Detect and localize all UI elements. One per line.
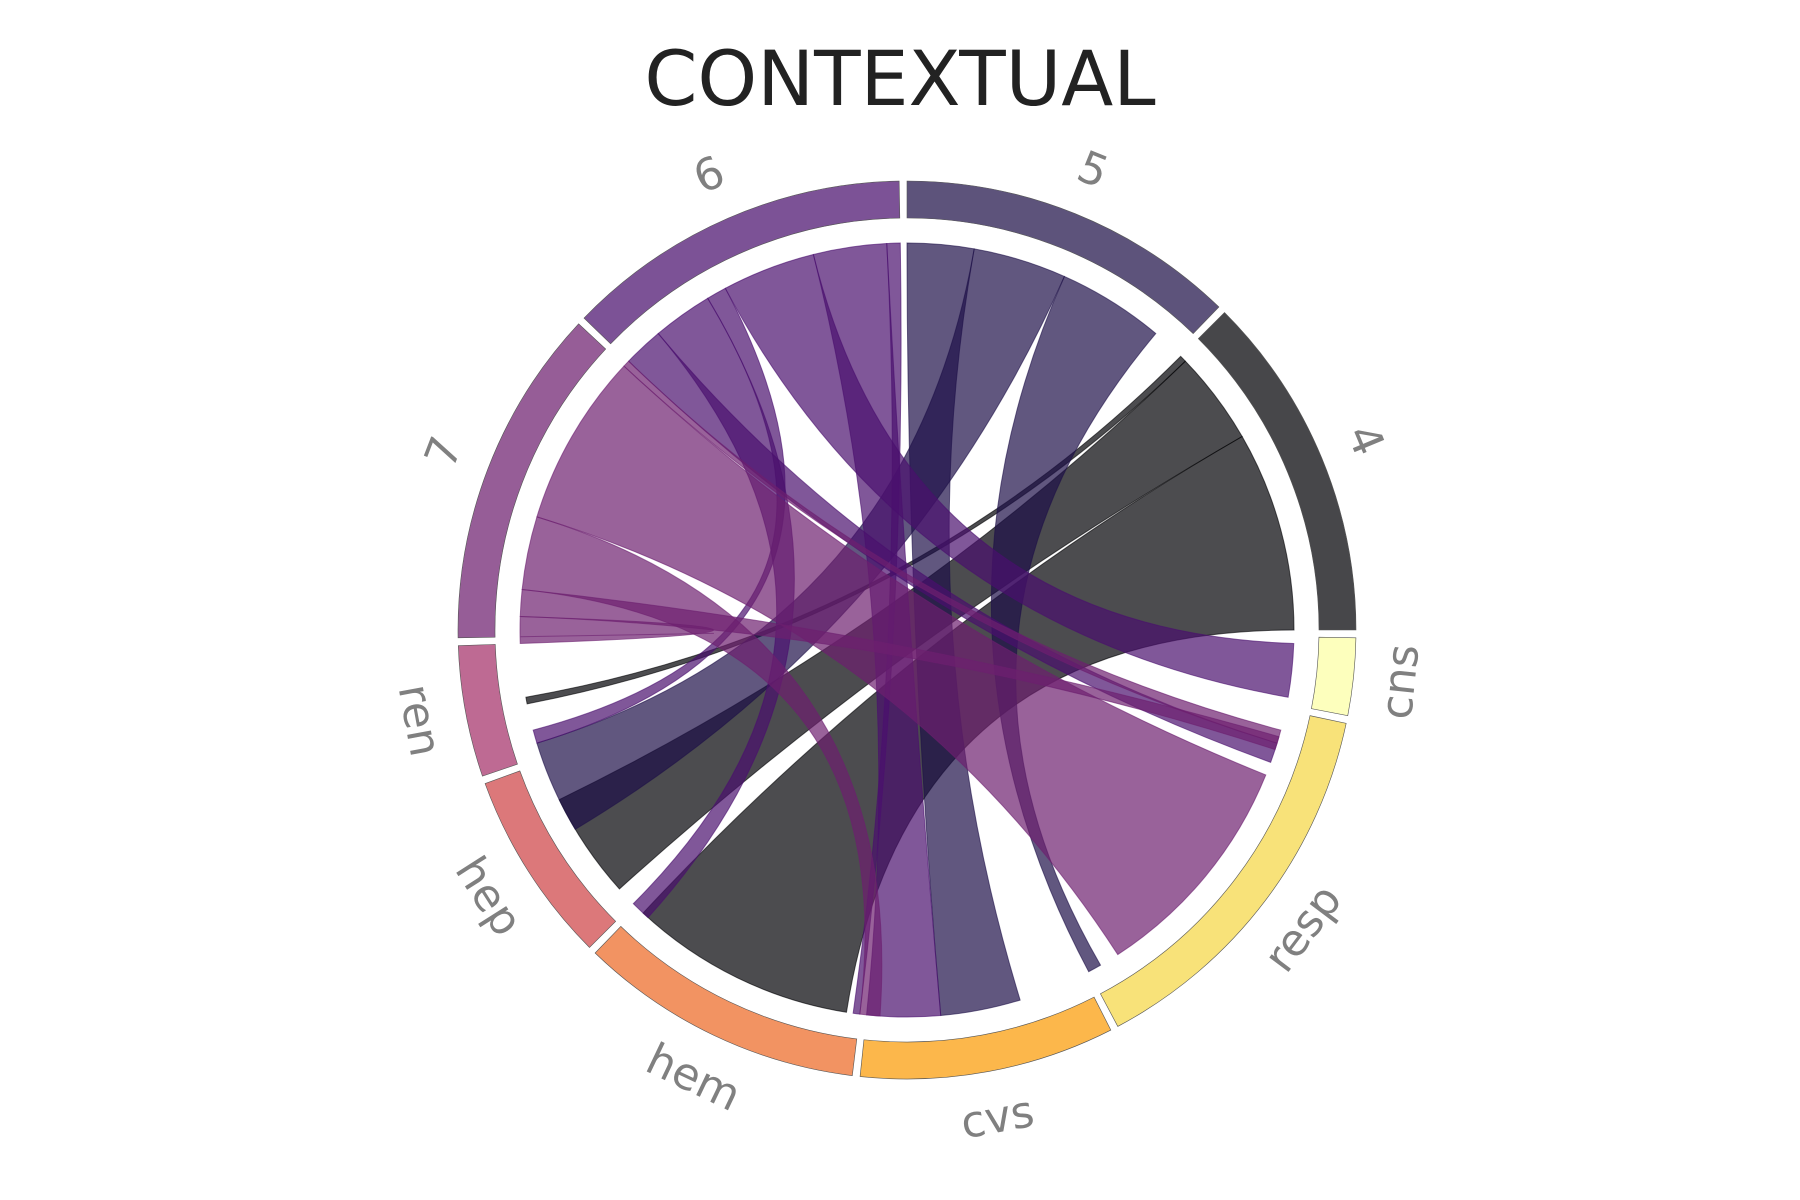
segment-label-hem: hem [638, 1034, 748, 1122]
chart-title: CONTEXTUAL [644, 34, 1155, 123]
segment-label-hep: hep [445, 848, 533, 945]
arc-layer [457, 180, 1357, 1080]
segment-arc-resp [1100, 715, 1347, 1027]
segment-label-cns: cns [1371, 642, 1430, 722]
segment-arc-6 [583, 180, 901, 345]
segment-label-ren: ren [388, 680, 451, 760]
segment-arc-ren [457, 644, 518, 777]
ribbon-6-resp [724, 253, 1295, 698]
segment-arc-4 [1197, 312, 1357, 631]
ribbon-layer [519, 242, 1295, 1018]
segment-label-7: 7 [415, 430, 473, 474]
ribbon-7-ren [519, 615, 714, 645]
segment-label-5: 5 [1070, 141, 1115, 199]
segment-arc-hem [594, 925, 858, 1076]
segment-arc-5 [906, 180, 1220, 335]
segment-arc-7 [457, 323, 607, 639]
segment-label-4: 4 [1336, 417, 1394, 462]
segment-arc-cns [1311, 636, 1357, 717]
segment-arc-hep [484, 770, 617, 948]
segment-label-cvs: cvs [957, 1086, 1038, 1149]
segment-label-6: 6 [686, 146, 732, 204]
segment-arc-cvs [859, 996, 1112, 1080]
